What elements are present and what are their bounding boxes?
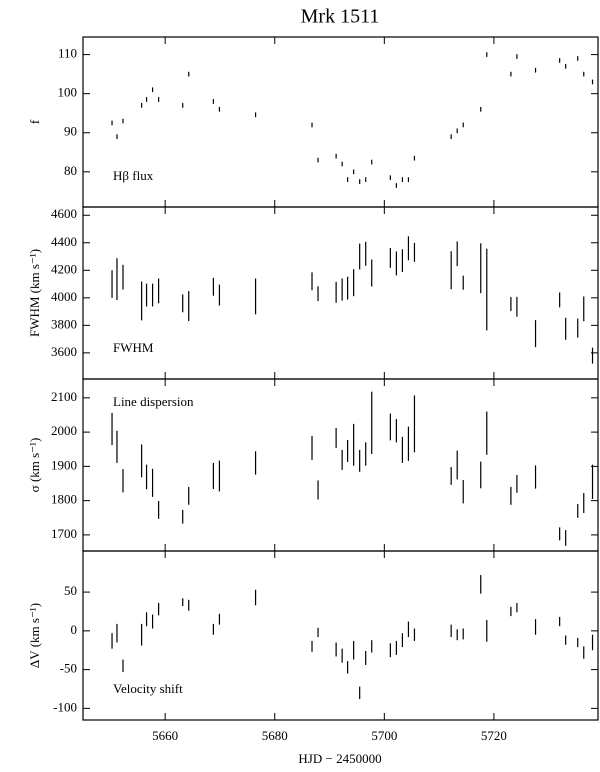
y-tick-label: 4600 [51,206,77,221]
annotation: Velocity shift [113,681,183,696]
x-tick-label: 5700 [371,728,397,743]
x-tick-label: 5680 [262,728,288,743]
panel-frame [82,206,599,380]
y-tick-label: 80 [64,163,77,178]
y-axis-label: FWHM (km s⁻¹) [27,249,42,337]
y-tick-label: 4000 [51,289,77,304]
x-axis-label: HJD − 2450000 [298,751,381,766]
y-axis-label: f [27,119,42,124]
x-tick-label: 5660 [152,728,178,743]
annotation: FWHM [113,340,154,355]
y-tick-label: 50 [64,583,77,598]
y-tick-label: 100 [58,85,78,100]
annotation: Line dispersion [113,394,194,409]
y-axis-label: ΔV (km s⁻¹) [27,603,42,668]
chart-title: Mrk 1511 [301,6,380,28]
y-tick-label: 110 [58,46,77,61]
annotation: Hβ flux [113,168,154,183]
y-tick-label: 4200 [51,261,77,276]
y-tick-label: 3600 [51,344,77,359]
y-tick-label: 1800 [51,492,77,507]
y-tick-label: 3800 [51,316,77,331]
y-tick-label: -50 [60,661,77,676]
y-tick-label: 4400 [51,234,77,249]
y-tick-label: 0 [71,622,78,637]
y-tick-label: -100 [53,699,77,714]
y-tick-label: 90 [64,124,77,139]
panel-frame [82,550,599,721]
panel-frame [82,36,599,208]
y-tick-label: 1900 [51,457,77,472]
y-tick-label: 2000 [51,423,77,438]
y-tick-label: 2100 [51,389,77,404]
y-axis-label: σ (km s⁻¹) [27,438,42,493]
x-tick-label: 5720 [481,728,507,743]
y-tick-label: 1700 [51,526,77,541]
